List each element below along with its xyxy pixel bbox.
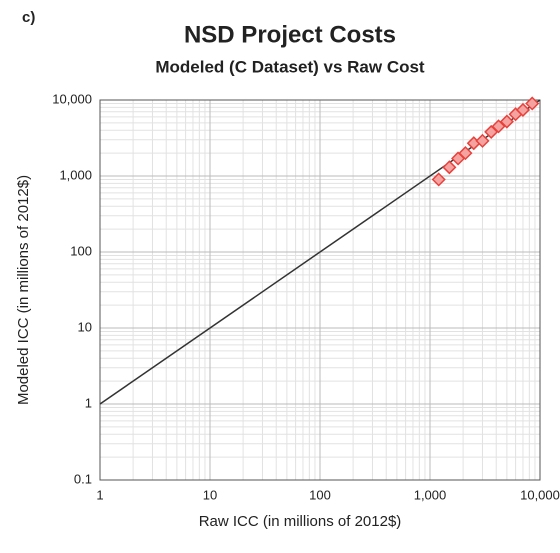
y-tick-label: 10,000 <box>52 91 92 106</box>
x-tick-label: 10,000 <box>520 487 560 502</box>
point <box>499 114 514 129</box>
point <box>475 133 490 148</box>
point <box>515 102 531 117</box>
y-axis-label: Modeled ICC (in millions of 2012$) <box>15 175 32 405</box>
point <box>458 146 473 161</box>
plot-frame <box>99 99 541 481</box>
y-tick-label: 10 <box>78 319 92 334</box>
y-tick-label: 100 <box>70 243 92 258</box>
chart-subtitle: Modeled (C Dataset) vs Raw Cost <box>155 57 425 76</box>
y-tick-label: 1 <box>85 395 92 410</box>
point <box>491 119 506 134</box>
point <box>431 172 446 187</box>
point <box>525 96 540 111</box>
x-tick-label: 100 <box>309 487 331 502</box>
x-tick-label: 10 <box>203 487 217 502</box>
y-tick-label: 0.1 <box>74 471 92 486</box>
x-tick-label: 1,000 <box>414 487 447 502</box>
x-tick-label: 1 <box>96 487 103 502</box>
point <box>442 160 457 175</box>
chart-title: NSD Project Costs <box>184 21 396 48</box>
y-tick-label: 1,000 <box>59 167 92 182</box>
x-axis-label: Raw ICC (in millions of 2012$) <box>199 513 402 530</box>
panel-label: c) <box>22 9 35 26</box>
